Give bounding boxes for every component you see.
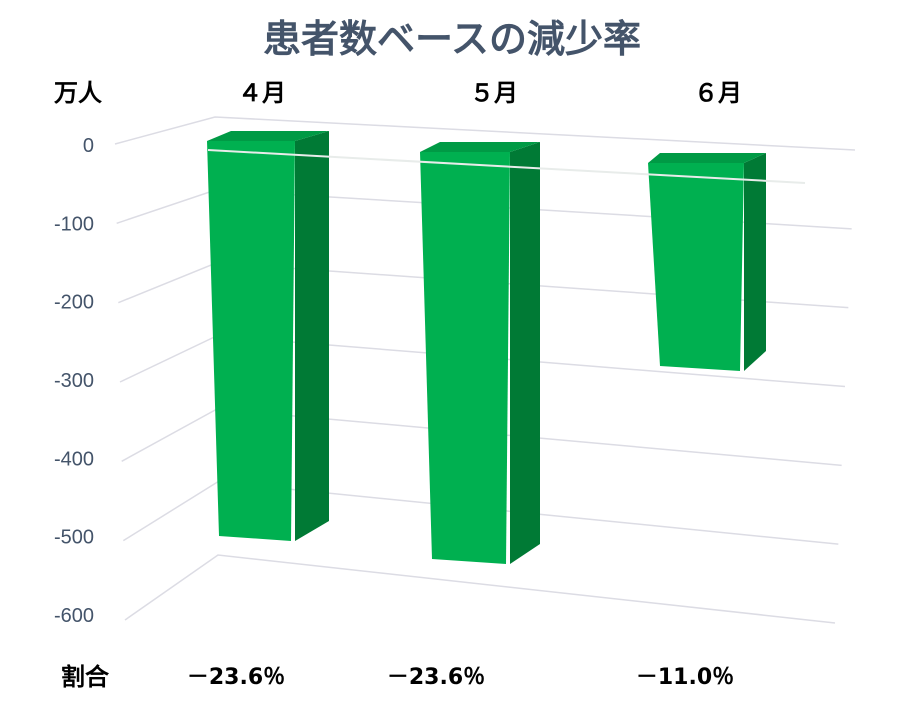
bar-side bbox=[295, 131, 329, 541]
ratio-row-label: 割合 bbox=[61, 663, 110, 691]
category-labels: ４月 ５月 ６月 bbox=[238, 79, 742, 107]
ratio-value: －23.6％ bbox=[187, 665, 285, 690]
y-tick-label: -600 bbox=[54, 605, 94, 627]
bars bbox=[207, 131, 806, 564]
ratio-values: －23.6％ －23.6％ －11.0％ bbox=[187, 665, 734, 690]
y-tick-label: -100 bbox=[54, 213, 94, 235]
y-tick-label: 0 bbox=[83, 135, 94, 157]
bar-top bbox=[207, 131, 329, 141]
category-label: ５月 bbox=[470, 79, 518, 107]
y-axis-ticks: 0 -100 -200 -300 -400 -500 -600 bbox=[54, 135, 94, 627]
y-tick-label: -200 bbox=[54, 292, 94, 314]
zero-line bbox=[207, 149, 806, 184]
ratio-value: －11.0％ bbox=[636, 665, 734, 690]
bar-front bbox=[207, 141, 295, 541]
category-label: ４月 bbox=[238, 79, 286, 107]
y-tick-label: -500 bbox=[54, 527, 94, 549]
chart-title: 患者数ベースの減少率 bbox=[263, 17, 641, 61]
bar-front bbox=[420, 152, 510, 564]
bar-side bbox=[744, 153, 766, 371]
bar-3 bbox=[648, 153, 766, 371]
y-tick-label: -400 bbox=[54, 448, 94, 470]
bar-2 bbox=[420, 142, 540, 564]
y-tick-label: -300 bbox=[54, 370, 94, 392]
ratio-value: －23.6％ bbox=[387, 665, 485, 690]
category-label: ６月 bbox=[694, 79, 742, 107]
gridline bbox=[124, 554, 836, 624]
gridline bbox=[114, 116, 856, 151]
bar-1 bbox=[207, 131, 329, 541]
bar-front bbox=[648, 163, 744, 371]
y-unit-label: 万人 bbox=[54, 79, 102, 107]
bar-top bbox=[420, 142, 540, 152]
bar-top bbox=[648, 153, 766, 163]
bar-side bbox=[510, 142, 540, 564]
